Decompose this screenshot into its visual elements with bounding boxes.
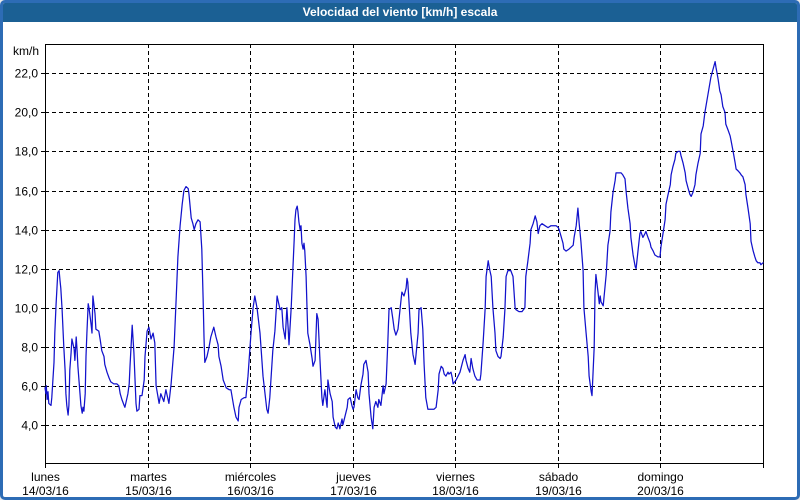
y-tick-label: 14,0 [15,224,39,238]
x-tick-date-label: 20/03/16 [637,484,684,498]
y-tick-label: 16,0 [15,185,39,199]
x-tick-date-label: 15/03/16 [125,484,172,498]
y-tick-label: 22,0 [15,67,39,81]
x-tick-day-label: domingo [637,470,683,484]
x-tick-date-label: 14/03/16 [22,484,69,498]
x-tick-day-label: martes [130,470,167,484]
y-tick-label: 4,0 [21,419,38,433]
x-tick-day-label: viernes [436,470,475,484]
y-tick-label: 6,0 [21,380,38,394]
x-tick-day-label: lunes [31,470,60,484]
wind-speed-line [44,60,764,430]
x-tick-day-label: jueves [335,470,371,484]
wind-speed-chart: 4,0 6,0 8,0 10,0 12,0 14,0 16,0 18,0 20,0 22,0 lun… [13,44,764,498]
chart-title: Velocidad del viento [km/h] escala [302,5,498,19]
plot-border [45,44,764,464]
x-tick-day-label: miércoles [225,470,276,484]
x-tick-day-label: sábado [539,470,579,484]
x-tick-date-label: 19/03/16 [535,484,582,498]
x-tick-date-label: 18/03/16 [432,484,479,498]
y-tick-label: 12,0 [15,263,39,277]
y-tick-label: 10,0 [15,302,39,316]
chart-title-bar: Velocidad del viento [km/h] escala [3,3,797,22]
y-tick-label: 8,0 [21,341,38,355]
y-tick-label: 20,0 [15,106,39,120]
y-tick-label: 18,0 [15,145,39,159]
x-tick-date-label: 17/03/16 [330,484,377,498]
x-tick-date-label: 16/03/16 [227,484,274,498]
y-axis-unit-label: km/h [13,44,39,58]
